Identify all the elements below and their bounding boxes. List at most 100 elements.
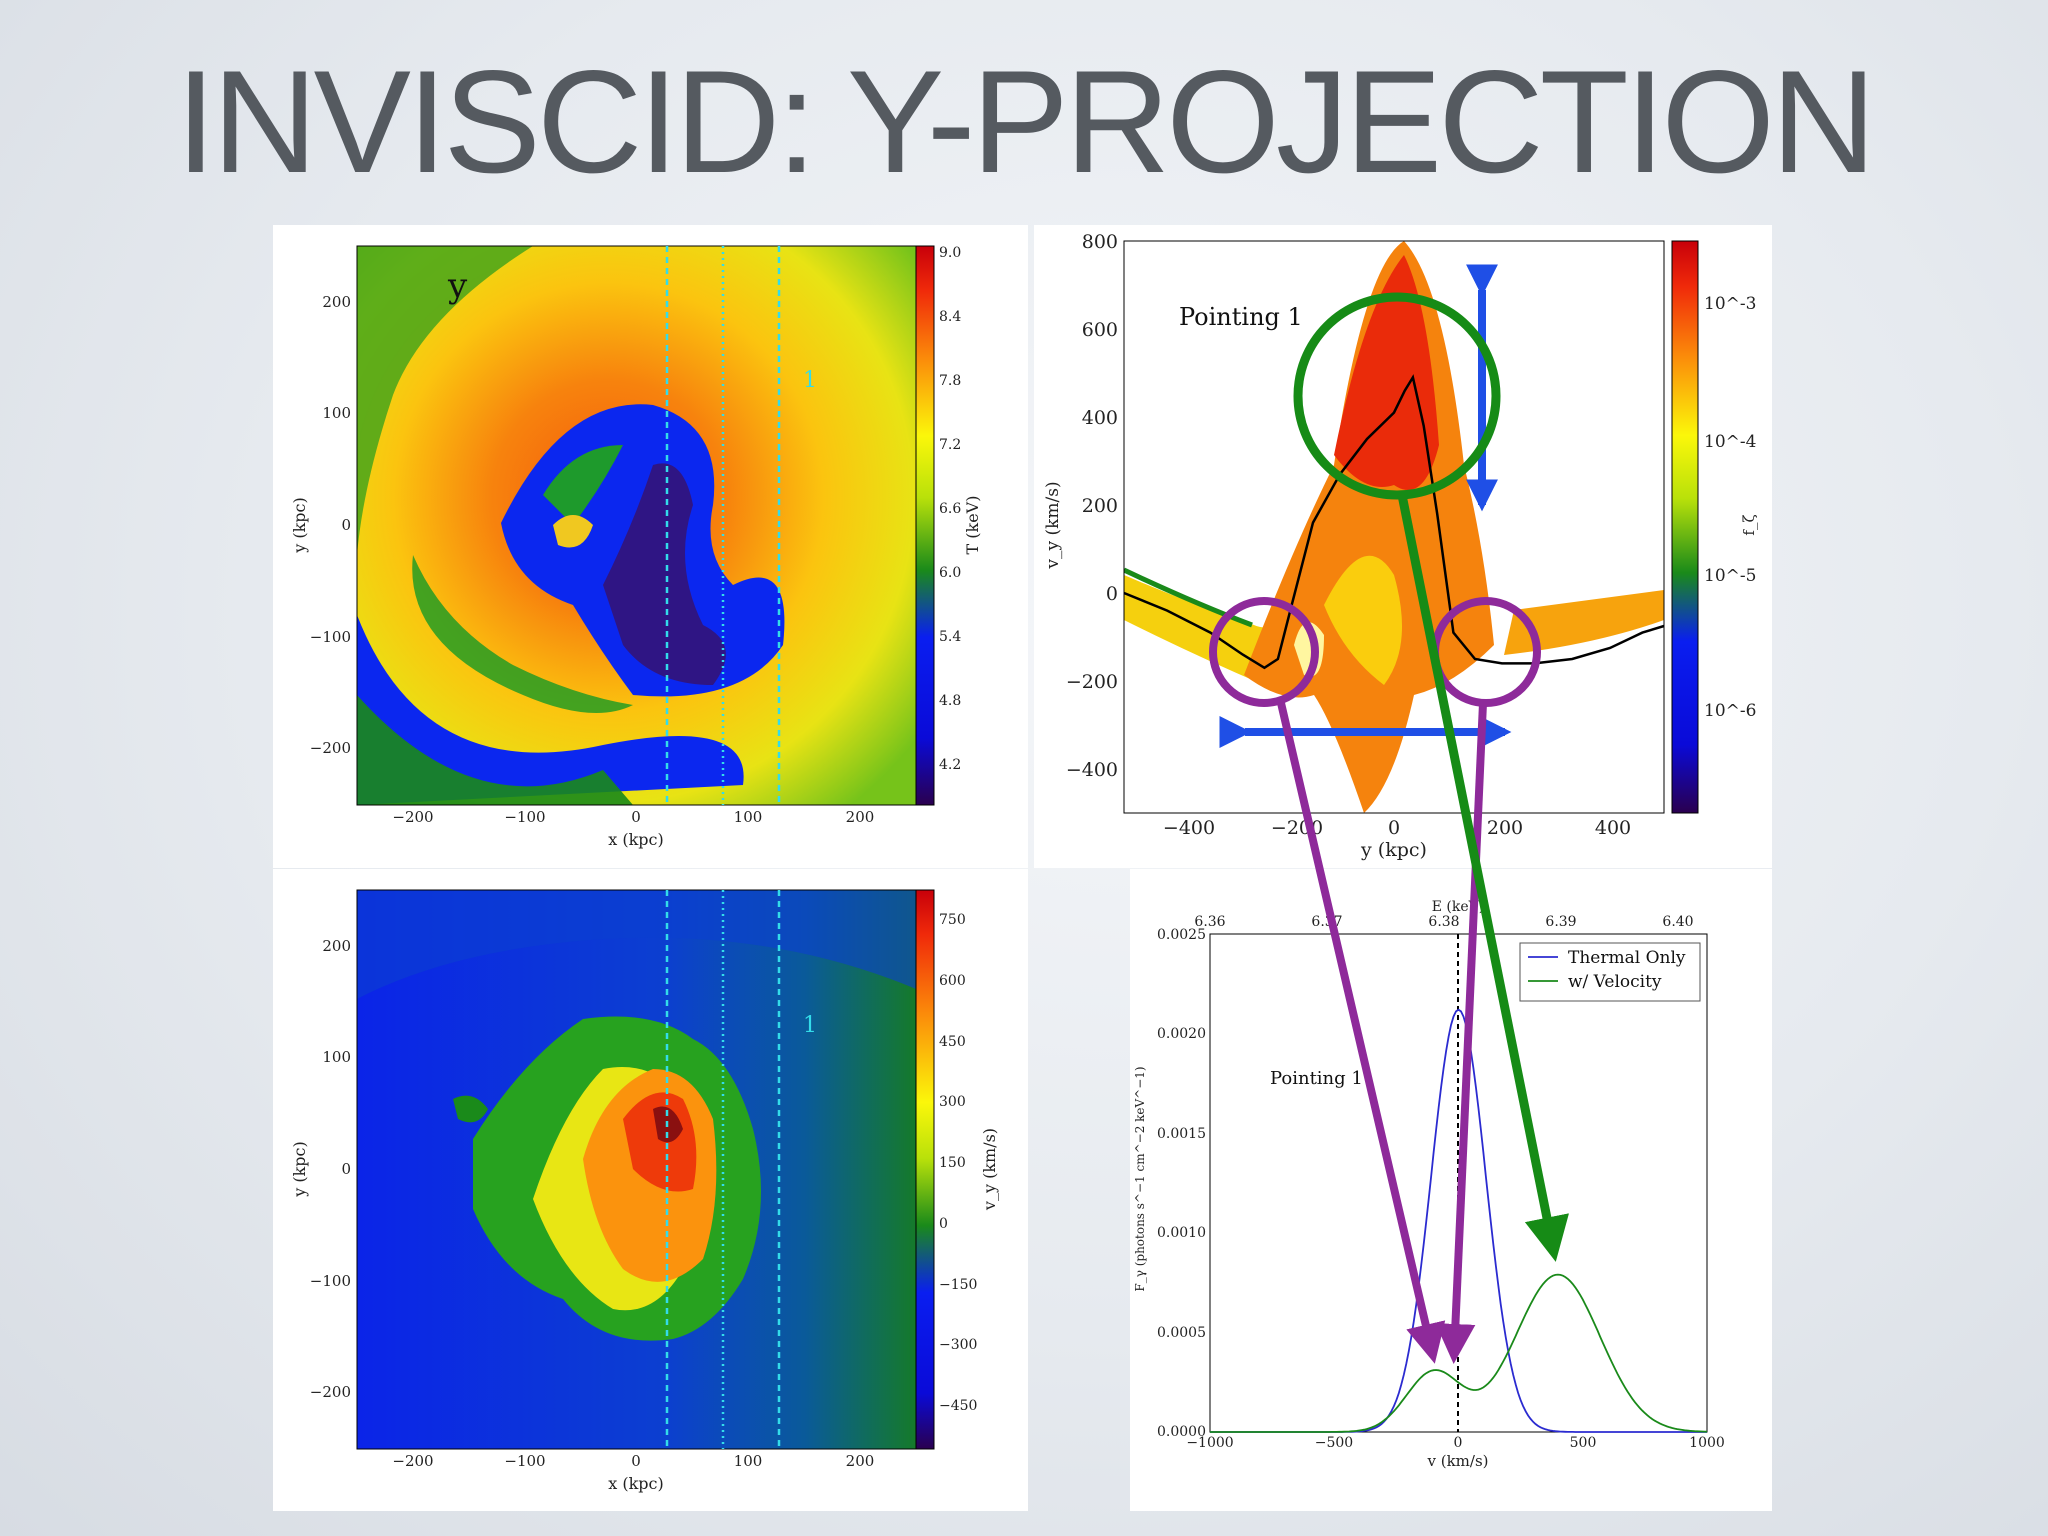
- x-tick-labels: −200 −100 0 100 200: [392, 808, 874, 826]
- y-tick-label: 0: [341, 1160, 351, 1178]
- y-axis-label: v_y (km/s): [1043, 481, 1063, 569]
- colorbar-tick: 450: [939, 1034, 966, 1050]
- y-tick-label: 0.0005: [1157, 1325, 1206, 1341]
- colorbar-tick: −300: [939, 1337, 977, 1353]
- velocity-phase-panel: Pointing 1 −400 −200 0 200 400 800 600 4…: [1034, 225, 1772, 868]
- y-axis-label: y (kpc): [290, 1141, 309, 1198]
- x-tick-labels: −400 −200 0 200 400: [1163, 817, 1631, 839]
- pointing-number-label: 1: [803, 368, 817, 393]
- colorbar-tick: 4.8: [939, 693, 961, 709]
- y-tick-label: 400: [1082, 407, 1118, 429]
- x-tick-label: 0: [1454, 1435, 1463, 1451]
- colorbar-tick: −450: [939, 1398, 977, 1414]
- x-tick-label: 1000: [1689, 1435, 1725, 1451]
- x-axis-label: y (kpc): [1360, 839, 1427, 861]
- y-tick-label: −100: [310, 628, 351, 646]
- y-tick-label: 0: [1106, 583, 1118, 605]
- colorbar-tick: −150: [939, 1277, 977, 1293]
- y-tick-label: 200: [1082, 495, 1118, 517]
- top-tick-label: 6.38: [1428, 914, 1459, 930]
- colorbar-label: v_y (km/s): [980, 1128, 999, 1211]
- colorbar-tick: 9.0: [939, 245, 961, 261]
- x-tick-label: −200: [1271, 817, 1323, 839]
- x-tick-label: −200: [392, 1452, 433, 1470]
- legend-item: Thermal Only: [1568, 948, 1686, 968]
- top-tick-label: 6.36: [1194, 914, 1225, 930]
- x-tick-label: −1000: [1186, 1435, 1233, 1451]
- colorbar-tick: 10^-5: [1704, 566, 1756, 586]
- x-tick-label: 200: [846, 1452, 875, 1470]
- y-tick-labels: 800 600 400 200 0 −200 −400: [1066, 231, 1118, 781]
- y-tick-labels: 200 100 0 −100 −200: [310, 937, 351, 1401]
- velocity-phase-chart: Pointing 1 −400 −200 0 200 400 800 600 4…: [1043, 231, 1758, 861]
- colorbar-tick: 0: [939, 1216, 948, 1232]
- velocity-colorbar: [915, 889, 935, 1450]
- y-tick-label: 600: [1082, 319, 1118, 341]
- y-tick-label: 0.0020: [1157, 1026, 1206, 1042]
- y-tick-label: −200: [1066, 671, 1118, 693]
- x-tick-label: 100: [734, 808, 763, 826]
- line-spectrum-panel: Pointing 1 Thermal Only w/ Velocity 6.36…: [1130, 869, 1772, 1511]
- colorbar-tick: 10^-6: [1704, 701, 1756, 721]
- pointing-number-label: 1: [803, 1013, 817, 1038]
- y-tick-label: 100: [322, 404, 351, 422]
- x-axis-label: x (kpc): [608, 1474, 664, 1493]
- colorbar-tick: 150: [939, 1155, 966, 1171]
- y-tick-label: −400: [1066, 759, 1118, 781]
- x-tick-label: 100: [734, 1452, 763, 1470]
- x-tick-label: −100: [504, 808, 545, 826]
- temperature-map-image: [357, 246, 916, 805]
- temperature-map-panel: y 1 −200 −100 0 100 200 200 100 0 −100 −…: [273, 225, 1028, 868]
- projection-label: y: [447, 266, 468, 306]
- top-tick-label: 6.37: [1311, 914, 1342, 930]
- slide-title: INVISCID: Y-PROJECTION: [175, 40, 1877, 203]
- y-tick-label: 0.0025: [1157, 927, 1206, 943]
- y-tick-label: 800: [1082, 231, 1118, 253]
- y-axis-label: y (kpc): [290, 497, 309, 554]
- colorbar-label: T (keV): [963, 496, 982, 555]
- colorbar-tick: 7.8: [939, 373, 961, 389]
- y-tick-label: −200: [310, 1383, 351, 1401]
- y-axis-label: F_γ (photons s^−1 cm^−2 keV^−1): [1133, 1066, 1147, 1291]
- y-tick-label: 200: [322, 937, 351, 955]
- x-tick-label: −400: [1163, 817, 1215, 839]
- velocity-map-panel: 1 −200 −100 0 100 200 200 100 0 −100 −20…: [273, 869, 1028, 1511]
- y-tick-label: −100: [310, 1272, 351, 1290]
- velocity-map-image: [357, 890, 916, 1449]
- x-tick-label: 500: [1570, 1435, 1597, 1451]
- x-tick-label: −200: [392, 808, 433, 826]
- legend-item: w/ Velocity: [1568, 972, 1662, 992]
- x-tick-labels: −1000 −500 0 500 1000: [1186, 1435, 1725, 1451]
- temperature-colorbar: [915, 245, 935, 806]
- x-axis-label: x (kpc): [608, 830, 664, 849]
- x-axis-label: v (km/s): [1426, 1452, 1488, 1470]
- y-tick-label: 0.0015: [1157, 1126, 1206, 1142]
- x-tick-label: 400: [1595, 817, 1631, 839]
- velocity-curve: [1210, 1273, 1708, 1433]
- colorbar-tick: 10^-4: [1704, 432, 1756, 452]
- line-spectrum-chart: Pointing 1 Thermal Only w/ Velocity 6.36…: [1133, 899, 1725, 1470]
- pointing-annotation: Pointing 1: [1179, 303, 1303, 331]
- y-tick-label: −200: [310, 739, 351, 757]
- x-tick-label: 200: [1487, 817, 1523, 839]
- y-tick-label: 200: [322, 293, 351, 311]
- x-tick-label: 0: [631, 1452, 641, 1470]
- y-tick-label: 0.0010: [1157, 1225, 1206, 1241]
- colorbar-tick: 600: [939, 973, 966, 989]
- x-tick-label: 200: [846, 808, 875, 826]
- density-colorbar: [1671, 240, 1699, 814]
- y-tick-label: 0: [341, 516, 351, 534]
- colorbar-tick-labels: 750 600 450 300 150 0 −150 −300 −450: [939, 912, 977, 1414]
- pointing-lines: [665, 246, 781, 805]
- colorbar-tick: 8.4: [939, 309, 961, 325]
- pointing-annotation: Pointing 1: [1270, 1068, 1363, 1089]
- y-tick-labels: 200 100 0 −100 −200: [310, 293, 351, 757]
- x-tick-labels: −200 −100 0 100 200: [392, 1452, 874, 1470]
- x-tick-label: −100: [504, 1452, 545, 1470]
- temperature-map-chart: y 1 −200 −100 0 100 200 200 100 0 −100 −…: [290, 245, 982, 849]
- legend: Thermal Only w/ Velocity: [1519, 942, 1701, 1002]
- y-tick-label: 100: [322, 1048, 351, 1066]
- top-tick-label: 6.39: [1545, 914, 1576, 930]
- colorbar-tick: 6.0: [939, 565, 961, 581]
- colorbar-tick-labels: 9.0 8.4 7.8 7.2 6.6 6.0 5.4 4.8 4.2: [939, 245, 961, 773]
